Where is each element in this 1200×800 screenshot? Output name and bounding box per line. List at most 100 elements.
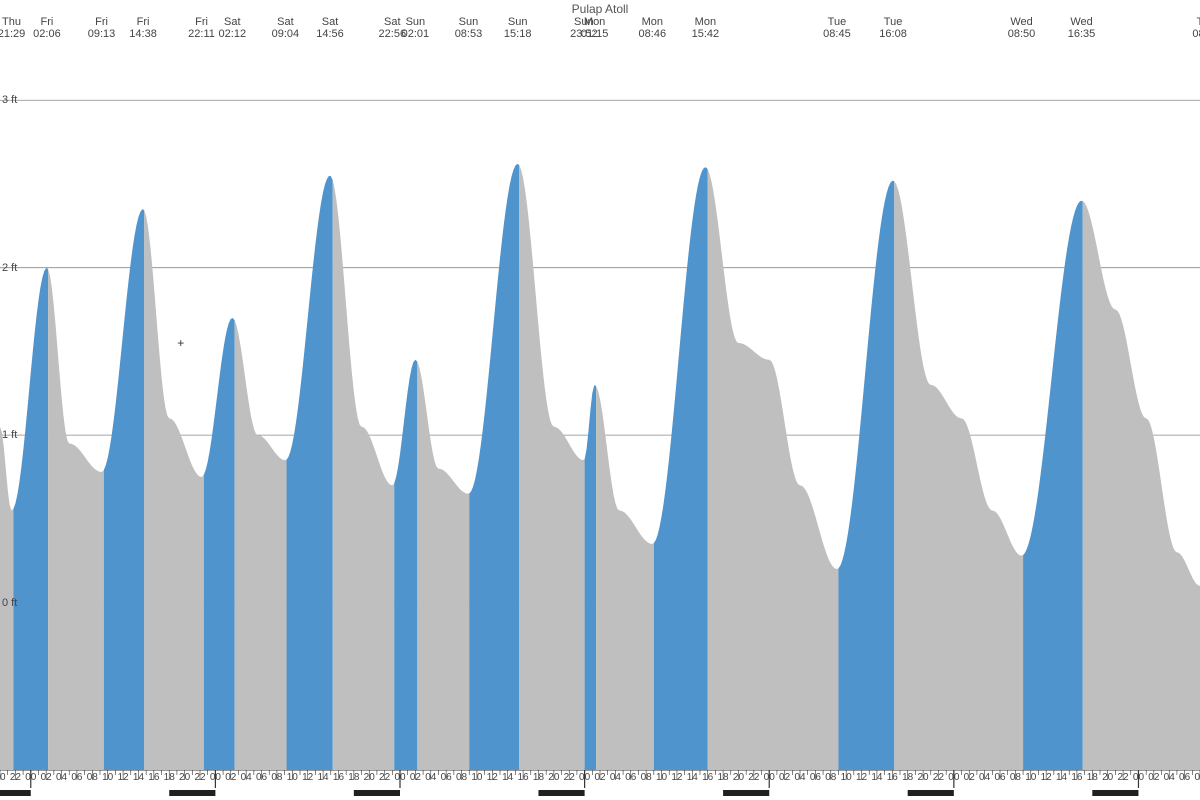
x-hour-label: 18: [348, 772, 359, 783]
x-hour-label: 16: [518, 772, 529, 783]
tide-event-label: Mon01:15: [581, 16, 609, 40]
x-hour-label: 18: [164, 772, 175, 783]
tide-event-label: Mon15:42: [692, 16, 720, 40]
x-hour-label: 10: [471, 772, 482, 783]
tide-event-label: Sun08:53: [455, 16, 483, 40]
tide-event-label: Thu08:55: [1192, 16, 1200, 40]
x-hour-label: 10: [287, 772, 298, 783]
x-hour-label: 16: [333, 772, 344, 783]
x-hour-label: 02: [41, 772, 52, 783]
x-hour-label: 02: [1148, 772, 1159, 783]
x-hour-label: 00: [25, 772, 36, 783]
x-hour-label: 08: [641, 772, 652, 783]
x-hour-label: 18: [533, 772, 544, 783]
tide-event-label: Mon08:46: [639, 16, 667, 40]
x-hour-label: 06: [71, 772, 82, 783]
x-hour-label: 22: [933, 772, 944, 783]
x-hour-label: 00: [579, 772, 590, 783]
x-hour-label: 12: [671, 772, 682, 783]
x-hour-label: 16: [702, 772, 713, 783]
x-hour-label: 10: [1025, 772, 1036, 783]
x-hour-label: 10: [102, 772, 113, 783]
tide-event-label: Tue08:45: [823, 16, 851, 40]
x-hour-label: 22: [194, 772, 205, 783]
x-hour-label: 02: [410, 772, 421, 783]
chart-title: Pulap Atoll: [0, 2, 1200, 16]
x-hour-label: 10: [841, 772, 852, 783]
x-hour-label: 00: [210, 772, 221, 783]
tide-event-label: Sat14:56: [316, 16, 344, 40]
x-hour-label: 20: [364, 772, 375, 783]
tide-event-label: Sun15:18: [504, 16, 532, 40]
x-hour-label: 12: [1041, 772, 1052, 783]
x-hour-label: 08: [1194, 772, 1200, 783]
x-hour-label: 02: [225, 772, 236, 783]
x-hour-label: 02: [594, 772, 605, 783]
x-hour-label: 22: [748, 772, 759, 783]
x-hour-label: 14: [502, 772, 513, 783]
x-hour-label: 04: [241, 772, 252, 783]
tide-event-label: Sat09:04: [272, 16, 300, 40]
tide-event-label: Tue16:08: [879, 16, 907, 40]
x-hour-label: 20: [733, 772, 744, 783]
x-hour-label: 14: [1056, 772, 1067, 783]
x-hour-label: 00: [948, 772, 959, 783]
x-hour-label: 04: [979, 772, 990, 783]
y-axis-label: 3 ft: [2, 94, 17, 106]
x-hour-label: 12: [118, 772, 129, 783]
x-hour-label: 06: [994, 772, 1005, 783]
x-hour-label: 00: [764, 772, 775, 783]
tide-event-label: Wed08:50: [1008, 16, 1036, 40]
x-hour-label: 12: [487, 772, 498, 783]
tide-chart: Pulap Atoll Thu21:29Fri02:06Fri09:13Fri1…: [0, 0, 1200, 800]
x-hour-label: 20: [0, 772, 6, 783]
x-hour-label: 10: [656, 772, 667, 783]
x-hour-label: 22: [564, 772, 575, 783]
x-hour-label: 20: [179, 772, 190, 783]
x-hour-label: 04: [56, 772, 67, 783]
x-hour-label: 14: [133, 772, 144, 783]
event-labels: Thu21:29Fri02:06Fri09:13Fri14:38Fri22:11…: [0, 16, 1200, 46]
x-hour-label: 04: [425, 772, 436, 783]
x-hour-label: 02: [779, 772, 790, 783]
tide-event-label: Thu21:29: [0, 16, 25, 40]
tide-event-label: Sun02:01: [402, 16, 430, 40]
x-hour-label: 18: [902, 772, 913, 783]
y-axis-label: 1 ft: [2, 429, 17, 441]
x-hour-label: 08: [87, 772, 98, 783]
x-hour-label: 14: [318, 772, 329, 783]
x-hour-label: 04: [610, 772, 621, 783]
x-hour-label: 16: [148, 772, 159, 783]
x-hour-label: 04: [794, 772, 805, 783]
chart-svg: [0, 0, 1200, 800]
x-hour-label: 08: [1010, 772, 1021, 783]
tide-event-label: Wed16:35: [1068, 16, 1096, 40]
x-hour-label: 00: [394, 772, 405, 783]
x-hour-label: 14: [687, 772, 698, 783]
x-hour-label: 06: [625, 772, 636, 783]
tide-event-label: Fri14:38: [129, 16, 157, 40]
x-hour-label: 08: [456, 772, 467, 783]
tide-event-label: Fri09:13: [88, 16, 116, 40]
x-hour-label: 06: [810, 772, 821, 783]
x-hour-label: 12: [856, 772, 867, 783]
crosshair-marker: +: [177, 336, 184, 350]
x-hour-label: 14: [871, 772, 882, 783]
x-hour-label: 02: [964, 772, 975, 783]
x-hour-label: 08: [271, 772, 282, 783]
tide-event-label: Fri22:11: [188, 16, 215, 40]
x-hour-label: 22: [1118, 772, 1129, 783]
x-hour-label: 20: [918, 772, 929, 783]
x-hour-label: 04: [1164, 772, 1175, 783]
x-hour-label: 16: [1071, 772, 1082, 783]
y-axis-label: 2 ft: [2, 262, 17, 274]
tide-event-label: Sat02:12: [219, 16, 247, 40]
x-hour-label: 18: [718, 772, 729, 783]
x-hour-label: 22: [10, 772, 21, 783]
x-hour-label: 12: [302, 772, 313, 783]
x-hour-label: 20: [1102, 772, 1113, 783]
x-hour-label: 06: [441, 772, 452, 783]
x-hour-label: 20: [548, 772, 559, 783]
x-hour-label: 06: [256, 772, 267, 783]
x-hour-label: 06: [1179, 772, 1190, 783]
